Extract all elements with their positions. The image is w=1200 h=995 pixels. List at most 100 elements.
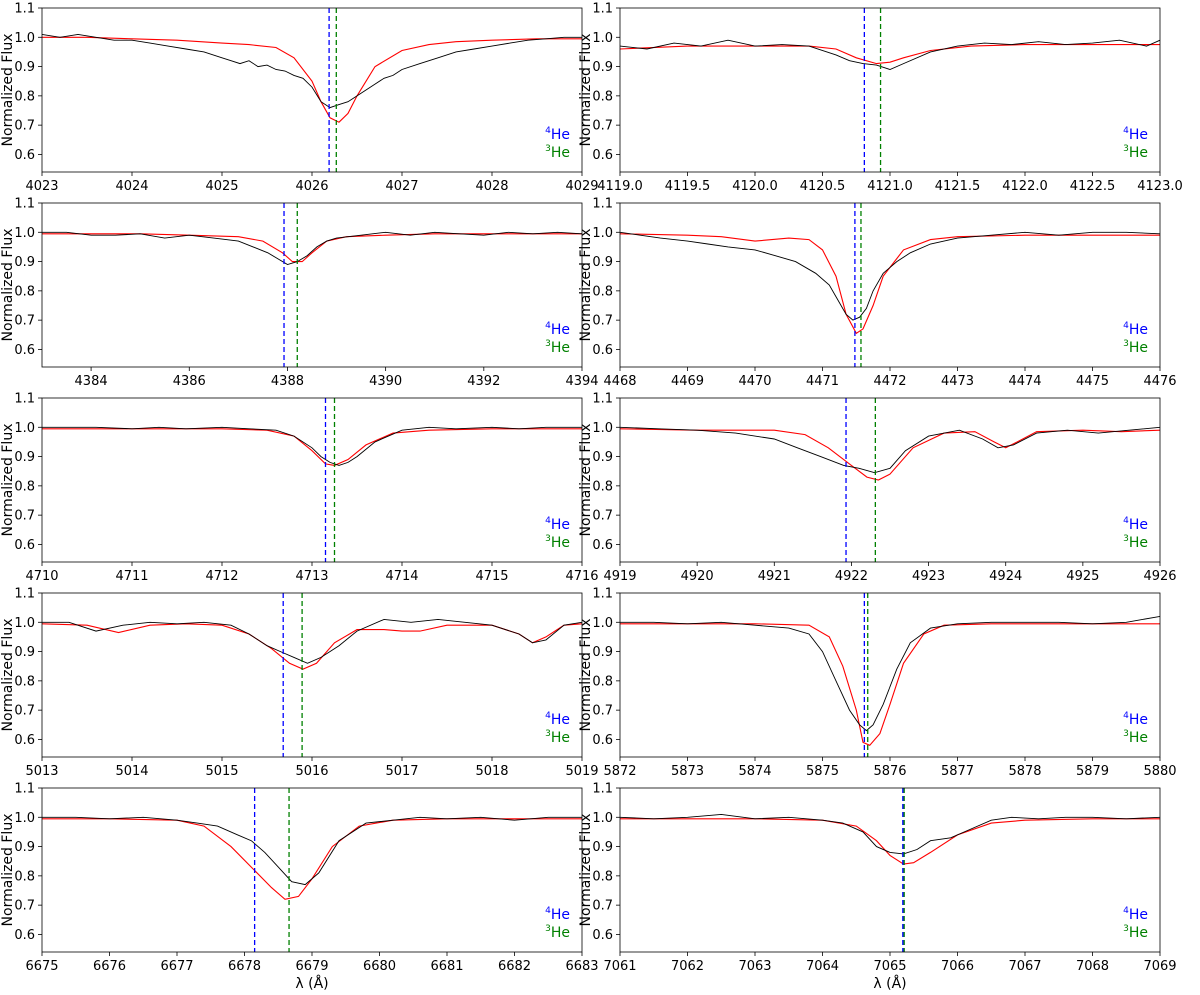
y-tick-label: 1.1 (14, 197, 35, 212)
y-tick-label: 0.7 (592, 314, 613, 329)
he4-mass-number: 4 (1123, 321, 1129, 331)
observed-spectrum-line (620, 426, 1160, 474)
model-spectrum-line (620, 428, 1160, 481)
he3-legend-label: 3He (1123, 144, 1148, 161)
x-tick-label: 5019 (565, 764, 598, 779)
plot-area (620, 398, 1160, 562)
he4-element: He (1129, 127, 1148, 143)
y-tick-label: 0.6 (14, 538, 35, 553)
model-spectrum-line (620, 623, 1160, 746)
y-axis-label: Normalized Flux (0, 34, 16, 147)
y-tick-label: 0.6 (592, 538, 613, 553)
plot-area (620, 203, 1160, 367)
y-axis-label: Normalized Flux (0, 814, 16, 927)
observed-spectrum-line (620, 231, 1160, 321)
y-tick-label: 1.0 (592, 226, 613, 241)
y-tick-label: 1.0 (14, 811, 35, 826)
x-tick-label: 5013 (25, 764, 58, 779)
x-tick-label: 4028 (475, 179, 508, 194)
observed-spectrum-line (42, 816, 582, 886)
he3-element: He (551, 730, 570, 746)
y-tick-label: 0.9 (14, 450, 35, 465)
x-tick-label: 5018 (475, 764, 508, 779)
y-axis-label: Normalized Flux (578, 229, 594, 342)
x-tick-label: 4122.5 (1070, 179, 1116, 194)
x-tick-label: 5877 (941, 764, 974, 779)
he3-element: He (1129, 340, 1148, 356)
he3-mass-number: 3 (545, 924, 551, 934)
x-tick-label: 4469 (671, 374, 704, 389)
he4-mass-number: 4 (1123, 711, 1129, 721)
model-spectrum-line (42, 818, 582, 900)
y-tick-label: 1.1 (592, 2, 613, 17)
y-tick-label: 0.9 (14, 840, 35, 855)
x-tick-label: 4716 (565, 569, 598, 584)
plot-frame (619, 7, 1161, 173)
y-tick-label: 1.0 (592, 616, 613, 631)
he3-element: He (1129, 730, 1148, 746)
y-tick-label: 0.9 (592, 255, 613, 270)
plot-frame (619, 202, 1161, 368)
he3-mass-number: 3 (545, 144, 551, 154)
x-tick-label: 5880 (1143, 764, 1176, 779)
y-tick-label: 1.1 (592, 392, 613, 407)
x-tick-label: 4919 (603, 569, 636, 584)
x-tick-label: 6680 (363, 959, 396, 974)
he3-element: He (1129, 145, 1148, 161)
x-tick-label: 4926 (1143, 569, 1176, 584)
x-tick-label: 6681 (430, 959, 463, 974)
x-tick-label: 4121.0 (867, 179, 913, 194)
x-tick-label: 5878 (1008, 764, 1041, 779)
x-tick-label: 5872 (603, 764, 636, 779)
observed-spectrum-line (620, 39, 1160, 70)
x-tick-label: 7063 (738, 959, 771, 974)
y-tick-label: 0.8 (14, 284, 35, 299)
panel-2: 4119.0 4119.5 4120.0 4120.5 4121.0 4121.5 4122… (578, 2, 1183, 195)
y-tick-label: 1.1 (592, 197, 613, 212)
he3-legend-label: 3He (545, 339, 570, 356)
plot-frame (41, 787, 583, 953)
y-tick-label: 0.6 (592, 343, 613, 358)
y-axis-label: Normalized Flux (0, 229, 16, 342)
y-tick-label: 0.8 (592, 869, 613, 884)
plot-area (42, 8, 582, 172)
y-tick-label: 1.0 (592, 811, 613, 826)
he3-element: He (1129, 925, 1148, 941)
x-tick-label: 4024 (115, 179, 148, 194)
x-tick-label: 6682 (498, 959, 531, 974)
he3-mass-number: 3 (545, 339, 551, 349)
he3-element: He (551, 145, 570, 161)
plot-area (620, 593, 1160, 757)
x-tick-label: 4714 (385, 569, 418, 584)
he3-mass-number: 3 (545, 729, 551, 739)
y-axis-label: Normalized Flux (578, 814, 594, 927)
x-tick-label: 4471 (806, 374, 839, 389)
y-axis-label: Normalized Flux (578, 619, 594, 732)
plot-frame (41, 202, 583, 368)
x-tick-label: 4475 (1076, 374, 1109, 389)
x-tick-label: 5016 (295, 764, 328, 779)
y-tick-label: 0.8 (592, 674, 613, 689)
he3-legend-label: 3He (1123, 534, 1148, 551)
y-tick-label: 0.8 (592, 284, 613, 299)
x-tick-label: 4119.5 (665, 179, 711, 194)
x-tick-label: 4476 (1143, 374, 1176, 389)
model-spectrum-line (42, 233, 582, 263)
model-spectrum-line (42, 36, 582, 123)
y-axis-label: Normalized Flux (578, 424, 594, 537)
observed-spectrum-line (42, 618, 582, 664)
y-tick-label: 1.1 (592, 782, 613, 797)
y-tick-label: 0.6 (14, 928, 35, 943)
he4-mass-number: 4 (1123, 906, 1129, 916)
model-spectrum-line (620, 818, 1160, 865)
x-tick-label: 4923 (912, 569, 945, 584)
x-tick-label: 4386 (173, 374, 206, 389)
he3-legend-label: 3He (545, 144, 570, 161)
x-tick-label: 5879 (1076, 764, 1109, 779)
x-tick-label: 7061 (603, 959, 636, 974)
plot-area (42, 203, 582, 367)
y-tick-label: 0.8 (14, 869, 35, 884)
he4-legend-label: 4He (545, 126, 570, 143)
he3-mass-number: 3 (1123, 729, 1129, 739)
y-tick-label: 0.8 (14, 89, 35, 104)
